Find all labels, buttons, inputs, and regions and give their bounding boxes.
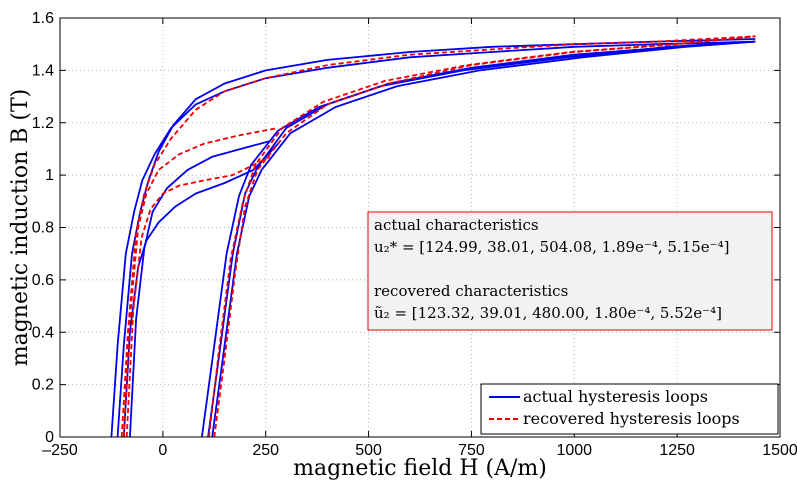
- legend-box: [480, 383, 779, 435]
- y-tick-label: 1: [45, 167, 54, 184]
- x-tick-label: 1000: [556, 442, 592, 459]
- legend: actual hysteresis loops recovered hyster…: [480, 383, 779, 435]
- annotation-recovered-title: recovered characteristics: [374, 282, 568, 300]
- y-tick-label: 0.6: [32, 272, 54, 289]
- annotation-actual-title: actual characteristics: [374, 216, 539, 234]
- x-tick-label: 250: [252, 442, 279, 459]
- x-tick-label: 750: [458, 442, 485, 459]
- actual-loop-curve: [129, 140, 271, 438]
- x-tick-label: –250: [42, 442, 78, 459]
- y-tick-label: 1.4: [32, 62, 54, 79]
- y-tick-label: 0.4: [32, 324, 54, 341]
- y-tick-label: 0.2: [32, 377, 54, 394]
- y-tick-label: 0.8: [32, 220, 54, 237]
- x-tick-label: 1250: [659, 442, 695, 459]
- y-tick-label: 1.2: [32, 115, 54, 132]
- annotation-box: [367, 211, 773, 331]
- tick-layer: –250 0 250 500 750 1000 1250 150000.20.40.60.81…: [32, 10, 797, 459]
- x-tick-label: 500: [355, 442, 382, 459]
- recovered-loop-curve: [122, 127, 279, 438]
- y-axis-label: magnetic induction B (T): [8, 89, 33, 367]
- legend-entry-recovered: recovered hysteresis loops: [523, 409, 740, 428]
- recovered-loop-curve: [120, 35, 756, 438]
- x-tick-label: 0: [158, 442, 167, 459]
- actual-loop-curve: [110, 40, 756, 438]
- x-tick-label: 1500: [762, 442, 797, 459]
- actual-loop-curve: [207, 40, 756, 438]
- y-tick-label: 1.6: [32, 10, 54, 27]
- annotation-recovered-values: ũ₂ = [123.32, 39.01, 480.00, 1.80e⁻⁴, 5.…: [374, 304, 722, 322]
- recovered-loop-curve: [125, 155, 271, 438]
- series-layer: [110, 35, 756, 438]
- recovered-loop-curve: [208, 35, 756, 438]
- x-axis-label: magnetic field H (A/m): [293, 456, 547, 481]
- actual-loop-curve: [201, 40, 756, 438]
- annotation-actual-values: u₂* = [124.99, 38.01, 504.08, 1.89e⁻⁴, 5…: [374, 238, 729, 256]
- legend-entry-actual: actual hysteresis loops: [523, 387, 708, 406]
- characteristics-annotation: actual characteristics u₂* = [124.99, 38…: [367, 211, 773, 331]
- y-tick-label: 0: [45, 429, 54, 446]
